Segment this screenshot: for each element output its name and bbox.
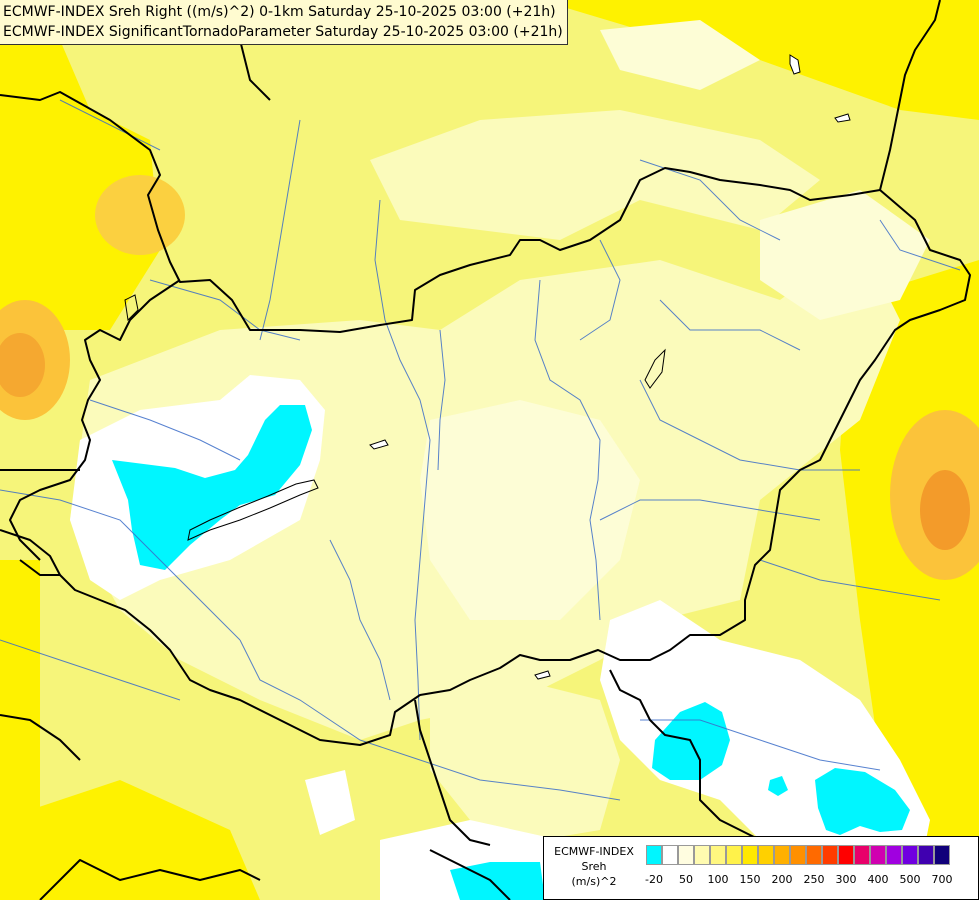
field-orange-east-core bbox=[920, 470, 970, 550]
legend-ticks: -20 50 100 150 200 250 300 400 500 700 bbox=[645, 873, 976, 889]
map-title-box: ECMWF-INDEX Sreh Right ((m/s)^2) 0-1km S… bbox=[0, 0, 568, 45]
legend-title-line-1: ECMWF-INDEX bbox=[554, 845, 634, 858]
legend-swatch bbox=[822, 845, 838, 865]
rivers bbox=[0, 99, 961, 801]
small-lake-1 bbox=[369, 439, 389, 450]
legend-swatch bbox=[726, 845, 742, 865]
legend-swatch bbox=[902, 845, 918, 865]
field-orange-north bbox=[95, 175, 185, 255]
field-white-southwest bbox=[305, 770, 355, 835]
field-bright-top-left bbox=[0, 40, 160, 330]
small-lake-5 bbox=[644, 348, 666, 389]
legend-swatch bbox=[918, 845, 934, 865]
legend-swatch bbox=[774, 845, 790, 865]
lake-outline bbox=[187, 479, 319, 541]
field-paler-center bbox=[420, 400, 640, 620]
field-paler-north bbox=[600, 20, 760, 90]
field-cyan-small bbox=[768, 776, 788, 796]
small-lake-6 bbox=[124, 294, 139, 322]
legend-swatch bbox=[806, 845, 822, 865]
legend-swatch bbox=[694, 845, 710, 865]
field-cyan-west bbox=[112, 405, 312, 570]
field-pale-south bbox=[430, 680, 620, 840]
legend-swatch bbox=[710, 845, 726, 865]
field-bright-bottom-left bbox=[0, 780, 260, 900]
field-cyan-east bbox=[815, 768, 910, 835]
legend-swatch bbox=[646, 845, 662, 865]
legend-tick-label: 400 bbox=[867, 873, 889, 886]
legend-tick-label: -20 bbox=[645, 873, 663, 886]
legend-swatches bbox=[646, 845, 950, 865]
legend-swatch bbox=[870, 845, 886, 865]
legend-swatch bbox=[886, 845, 902, 865]
legend-swatch bbox=[678, 845, 694, 865]
legend-tick-label: 200 bbox=[771, 873, 793, 886]
legend-title-line-2: Sreh bbox=[581, 860, 607, 873]
field-pale-north bbox=[370, 110, 820, 240]
legend-tick-label: 50 bbox=[679, 873, 693, 886]
legend-swatch bbox=[758, 845, 774, 865]
map-title-line-1: ECMWF-INDEX Sreh Right ((m/s)^2) 0-1km S… bbox=[3, 4, 556, 20]
legend-swatch bbox=[662, 845, 678, 865]
legend-swatch bbox=[854, 845, 870, 865]
legend-tick-label: 700 bbox=[931, 873, 953, 886]
legend-title: ECMWF-INDEX Sreh (m/s)^2 bbox=[548, 844, 640, 889]
field-orange-west-core bbox=[0, 333, 45, 397]
legend-swatch bbox=[742, 845, 758, 865]
legend-tick-label: 500 bbox=[899, 873, 921, 886]
legend-tick-label: 150 bbox=[739, 873, 761, 886]
small-lake-2 bbox=[789, 54, 801, 75]
color-legend: ECMWF-INDEX Sreh (m/s)^2 -20 50 100 150 200 2… bbox=[543, 836, 979, 900]
legend-swatch bbox=[790, 845, 806, 865]
legend-tick-label: 100 bbox=[707, 873, 729, 886]
legend-swatch bbox=[934, 845, 950, 865]
field-paler-east bbox=[760, 190, 930, 320]
legend-tick-label: 300 bbox=[835, 873, 857, 886]
small-lake-4 bbox=[534, 670, 551, 680]
map-title-line-2: ECMWF-INDEX SignificantTornadoParameter … bbox=[3, 24, 563, 40]
small-lake-3 bbox=[834, 113, 851, 123]
legend-swatch bbox=[838, 845, 854, 865]
legend-title-line-3: (m/s)^2 bbox=[571, 875, 617, 888]
legend-tick-label: 250 bbox=[803, 873, 825, 886]
